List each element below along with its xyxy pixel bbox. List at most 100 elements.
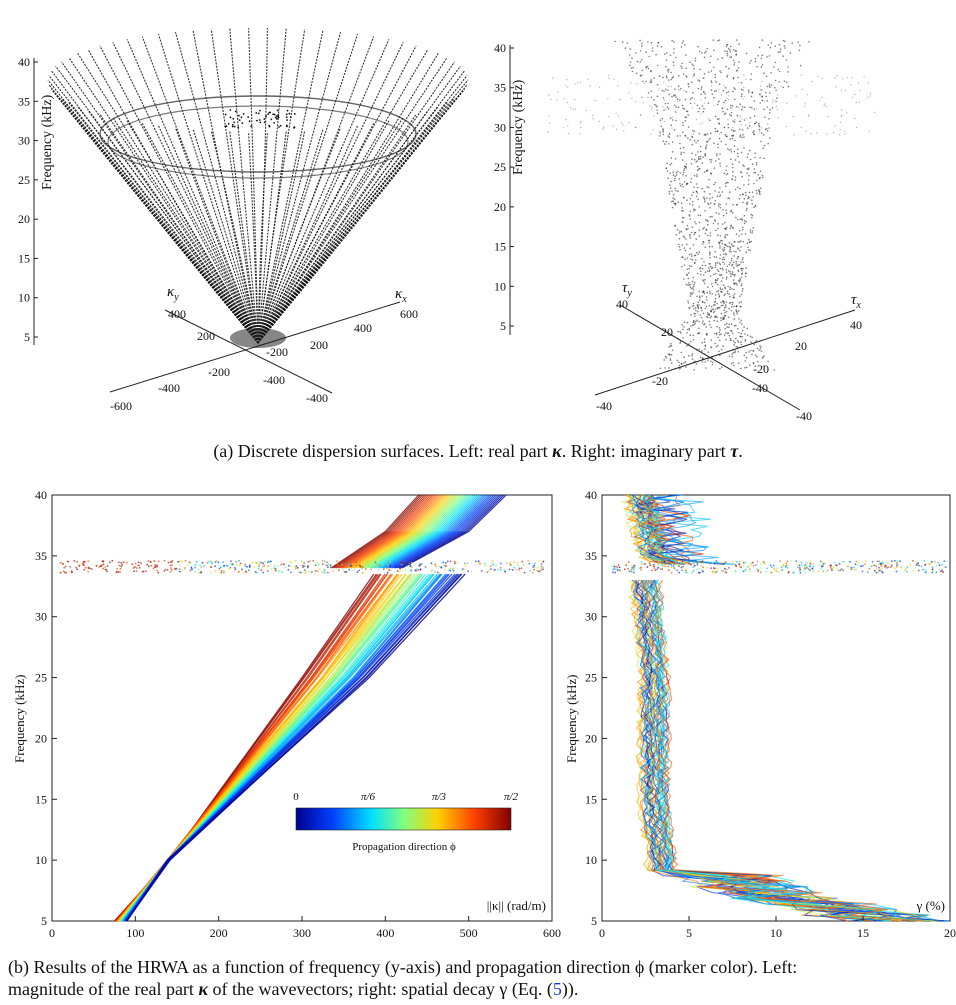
cloud-point (704, 361, 707, 363)
cloud-point (707, 313, 709, 316)
cloud-point (689, 218, 691, 220)
scatter-point (723, 562, 725, 565)
scatter-point (350, 564, 353, 567)
ky-tick: -400 (306, 391, 328, 405)
cloud-point (694, 313, 696, 315)
cloud-point (721, 248, 724, 250)
cloud-point (602, 126, 605, 128)
cloud-point (739, 120, 741, 123)
cloud-point (696, 272, 699, 275)
cloud-point (660, 125, 662, 128)
scatter-point (670, 571, 673, 574)
cloud-point (720, 319, 722, 322)
cloud-point (734, 188, 737, 191)
cloud-point (718, 83, 721, 85)
cloud-point (689, 210, 691, 213)
cloud-point (732, 301, 734, 304)
cloud-point (703, 341, 706, 343)
cloud-point (724, 244, 727, 246)
cloud-point (753, 130, 755, 132)
cloud-point (687, 126, 690, 128)
scatter-point (649, 562, 652, 565)
scatter-point (171, 560, 174, 562)
scatter-point (759, 571, 762, 573)
cloud-point (718, 262, 721, 264)
scatter-point (179, 564, 181, 567)
cloud-point (866, 96, 869, 99)
scatter-point (118, 564, 121, 567)
cloud-point (708, 117, 710, 120)
cloud-point (670, 180, 672, 183)
cloud-point (755, 189, 758, 192)
cloud-point (729, 104, 732, 107)
cloud-point (655, 104, 657, 107)
cloud-point (630, 82, 632, 84)
cloud-point (717, 143, 719, 145)
cloud-point (754, 152, 757, 154)
cloud-point (721, 223, 724, 225)
scatter-point (868, 568, 871, 570)
cloud-point (732, 170, 734, 173)
equation-reference-link[interactable]: 5 (552, 979, 562, 999)
scatter-point (760, 567, 762, 569)
cloud-point (710, 159, 713, 161)
gamma-line-lower (646, 579, 934, 922)
scatter-point (821, 565, 824, 568)
cone-blob (273, 113, 276, 116)
scatter-point (900, 565, 903, 568)
cone-blob (293, 113, 296, 115)
cone-blob (272, 113, 275, 116)
scatter-point (73, 560, 76, 562)
cloud-point (628, 54, 631, 56)
cloud-point (741, 290, 744, 292)
cloud-point (742, 287, 744, 290)
cloud-point (705, 326, 707, 328)
scatter-point (613, 568, 616, 570)
scatter-point (82, 564, 85, 567)
scatter-point (627, 567, 629, 570)
cloud-point (753, 206, 755, 209)
cloud-point (688, 265, 691, 267)
cloud-point (674, 177, 676, 180)
cloud-point (728, 302, 731, 304)
scatter-point (653, 565, 656, 568)
kappa-line-upper (395, 494, 499, 569)
cloud-point (667, 135, 670, 137)
cloud-point (761, 127, 763, 129)
cloud-point (738, 61, 740, 63)
scatter-point (87, 570, 89, 573)
scatter-point (900, 566, 903, 569)
cloud-point (709, 193, 711, 195)
scatter-point (434, 571, 436, 573)
cloud-point (785, 59, 788, 61)
cloud-point (701, 52, 703, 54)
cloud-point (758, 177, 761, 180)
scatter-point (895, 570, 898, 573)
cloud-point (733, 314, 735, 316)
cloud-point (668, 136, 671, 139)
cloud-point (668, 143, 670, 145)
cloud-point (669, 164, 671, 166)
scatter-point (177, 560, 180, 563)
cloud-point (736, 114, 739, 117)
scatter-point (860, 565, 862, 568)
cone-line (257, 29, 306, 344)
scatter-point (154, 564, 157, 566)
cloud-point (733, 64, 735, 66)
cloud-point (700, 93, 702, 95)
cloud-point (706, 299, 708, 301)
cloud-point (732, 59, 735, 62)
cloud-point (769, 46, 772, 49)
cloud-point (726, 50, 728, 53)
cloud-point (711, 363, 714, 366)
scatter-point (894, 567, 896, 570)
ty-tick: -40 (596, 399, 612, 413)
scatter-point (133, 570, 135, 573)
scatter-point (131, 563, 134, 566)
cloud-point (740, 171, 742, 173)
scatter-point (505, 562, 508, 564)
cloud-point (691, 63, 693, 65)
cloud-point (671, 141, 674, 143)
scatter-point (842, 569, 845, 572)
cloud-point (681, 42, 683, 44)
